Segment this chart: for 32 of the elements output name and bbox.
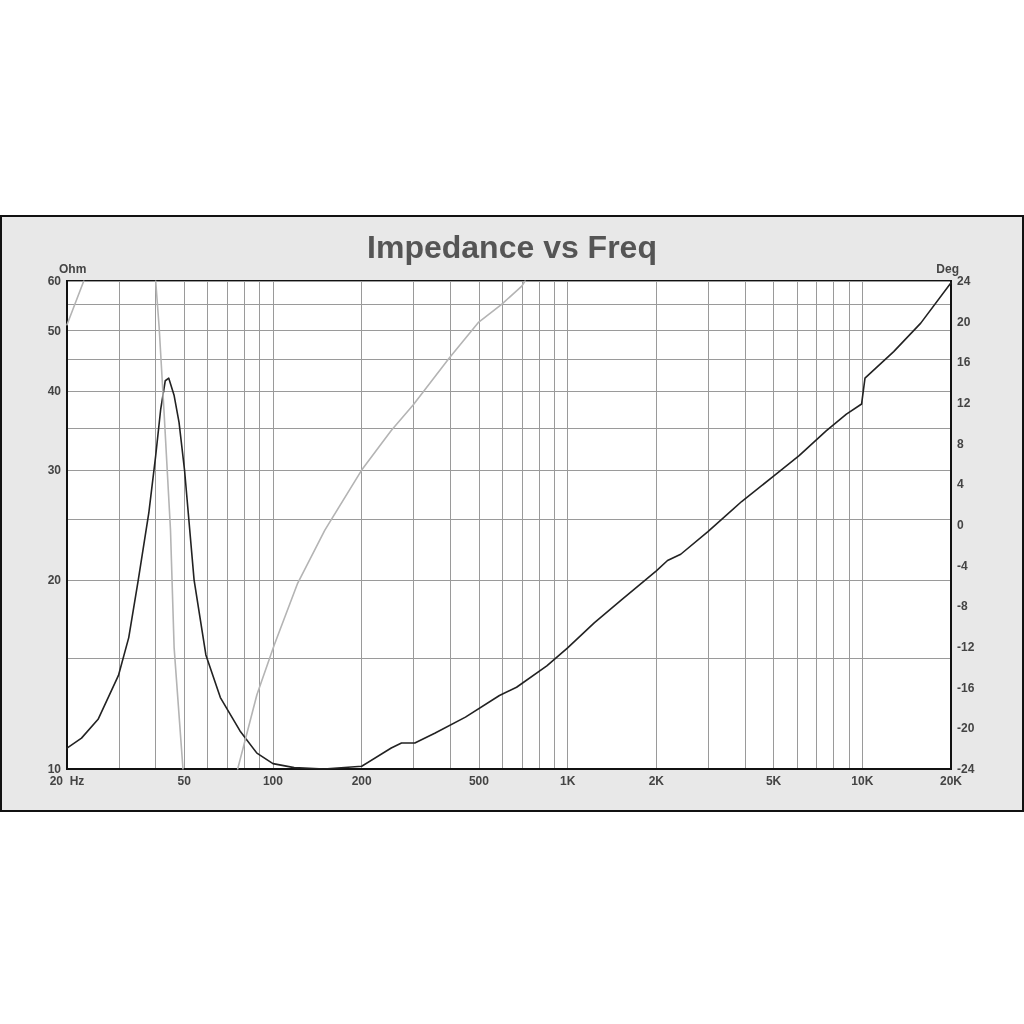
y2-tick-label: 20 bbox=[957, 314, 971, 329]
y2-tick-label: 8 bbox=[957, 436, 964, 451]
y2-tick-label: -20 bbox=[957, 721, 975, 736]
y2-tick-label: -4 bbox=[957, 558, 968, 573]
y2-axis-title: Deg bbox=[936, 262, 959, 277]
y2-tick-label: -24 bbox=[957, 762, 975, 776]
y2-tick-label: 4 bbox=[957, 477, 964, 492]
x-tick-label: 20 Hz bbox=[49, 774, 85, 788]
y-axis-title: Ohm bbox=[59, 262, 87, 277]
y2-tick-label: 12 bbox=[957, 396, 971, 410]
y2-tick-label: 0 bbox=[957, 518, 964, 532]
x-tick-label: 100 bbox=[262, 774, 284, 788]
x-tick-label: 1K bbox=[559, 774, 576, 788]
y-tick-label: 60 bbox=[47, 274, 62, 288]
y2-tick-label: 24 bbox=[957, 274, 971, 288]
x-tick-label: 10K bbox=[851, 774, 874, 788]
x-tick-label: 50 bbox=[177, 774, 192, 788]
y-tick-label: 10 bbox=[47, 762, 62, 776]
y2-tick-label: -8 bbox=[957, 599, 968, 614]
y2-tick-label: -16 bbox=[957, 680, 975, 695]
y2-tick-label: 16 bbox=[957, 355, 971, 370]
chart-title: Impedance vs Freq bbox=[367, 229, 657, 265]
y-tick-label: 40 bbox=[47, 384, 62, 399]
x-tick-label: 20K bbox=[939, 774, 963, 788]
x-tick-label: 500 bbox=[468, 774, 490, 788]
y2-tick-label: -12 bbox=[957, 640, 975, 654]
x-tick-label: 200 bbox=[351, 774, 372, 788]
y-tick-label: 20 bbox=[47, 573, 62, 588]
y-tick-label: 30 bbox=[47, 462, 62, 477]
y-tick-label: 50 bbox=[47, 323, 62, 338]
x-tick-label: 2K bbox=[648, 774, 665, 788]
x-tick-label: 5K bbox=[765, 774, 782, 788]
